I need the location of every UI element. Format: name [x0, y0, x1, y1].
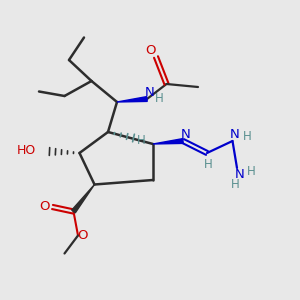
Text: N: N	[145, 86, 154, 99]
Polygon shape	[153, 139, 183, 144]
Text: H: H	[154, 92, 164, 106]
Polygon shape	[72, 184, 94, 213]
Text: O: O	[40, 200, 50, 214]
Text: N: N	[181, 128, 190, 141]
Text: H: H	[242, 130, 251, 143]
Text: H: H	[136, 134, 146, 147]
Text: O: O	[77, 229, 88, 242]
Text: O: O	[145, 44, 155, 57]
Text: HO: HO	[17, 144, 36, 157]
Text: N: N	[230, 128, 240, 141]
Text: H: H	[231, 178, 240, 191]
Text: N: N	[235, 168, 245, 181]
Text: H: H	[204, 158, 213, 172]
Text: H: H	[247, 165, 256, 178]
Polygon shape	[117, 97, 147, 102]
